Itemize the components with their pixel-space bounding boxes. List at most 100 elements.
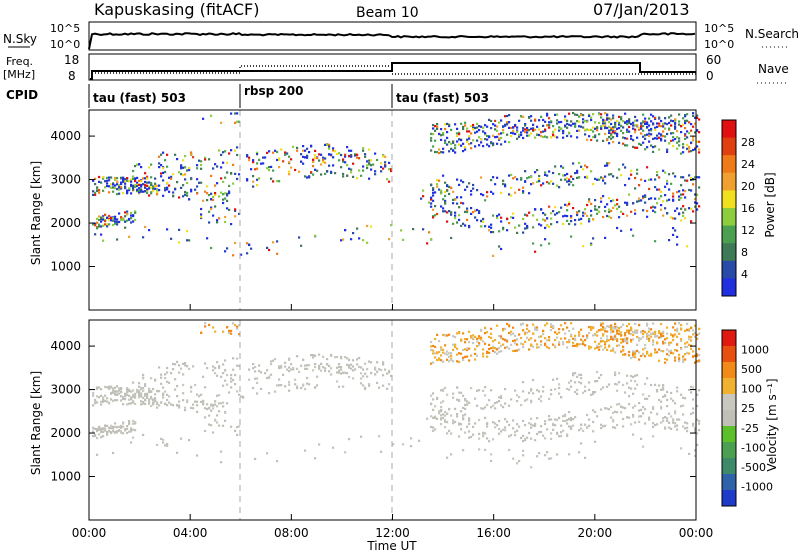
echo-cell bbox=[136, 389, 139, 392]
echo-cell bbox=[106, 223, 109, 226]
echo-cell bbox=[180, 167, 183, 170]
echo-cell bbox=[522, 115, 525, 118]
echo-cell bbox=[110, 427, 113, 430]
echo-cell bbox=[470, 387, 473, 390]
echo-cell bbox=[346, 372, 349, 375]
echo-cell bbox=[340, 357, 343, 360]
echo-cell bbox=[384, 155, 387, 158]
echo-cell bbox=[158, 404, 161, 407]
echo-cell bbox=[494, 422, 497, 425]
echo-cell bbox=[570, 175, 573, 178]
echo-cell bbox=[402, 238, 405, 241]
echo-cell bbox=[630, 173, 633, 176]
echo-cell bbox=[542, 124, 545, 127]
echo-cell bbox=[680, 152, 683, 155]
echo-cell bbox=[626, 325, 629, 328]
echo-cell bbox=[668, 239, 671, 242]
echo-cell bbox=[546, 345, 549, 349]
echo-cell bbox=[196, 454, 199, 457]
echo-cell bbox=[488, 145, 491, 148]
echo-cell bbox=[544, 213, 547, 216]
echo-cell bbox=[256, 178, 259, 181]
echo-cell bbox=[128, 402, 131, 405]
echo-cell bbox=[222, 180, 225, 183]
echo-cell bbox=[110, 217, 113, 220]
echo-cell bbox=[482, 389, 485, 392]
echo-cell bbox=[554, 345, 557, 348]
echo-cell bbox=[568, 329, 571, 333]
echo-cell bbox=[672, 172, 675, 175]
echo-cell bbox=[340, 372, 343, 375]
echo-cell bbox=[564, 337, 567, 340]
echo-cell bbox=[224, 220, 227, 224]
echo-cell bbox=[622, 383, 625, 386]
echo-cell bbox=[560, 396, 563, 399]
echo-cell bbox=[444, 420, 447, 423]
echo-cell bbox=[576, 388, 579, 391]
echo-cell bbox=[564, 214, 567, 217]
echo-cell bbox=[464, 431, 467, 434]
echo-cell bbox=[620, 229, 623, 232]
echo-cell bbox=[606, 214, 609, 218]
echo-cell bbox=[582, 429, 585, 432]
y-tick-label: 3000 bbox=[50, 173, 81, 187]
echo-cell bbox=[432, 124, 435, 127]
echo-cell bbox=[658, 384, 661, 387]
echo-cell bbox=[608, 136, 611, 139]
echo-cell bbox=[168, 176, 171, 179]
echo-cell bbox=[370, 168, 373, 171]
echo-cell bbox=[482, 340, 485, 343]
echo-cell bbox=[526, 127, 529, 130]
echo-cell bbox=[226, 161, 229, 164]
echo-cell bbox=[124, 187, 127, 190]
echo-cell bbox=[622, 340, 625, 343]
echo-cell bbox=[638, 420, 641, 423]
echo-cell bbox=[214, 372, 217, 375]
echo-cell bbox=[644, 201, 647, 204]
echo-cell bbox=[430, 132, 433, 135]
echo-cell bbox=[692, 355, 695, 358]
freq-panel: Freq. [MHz] 18 8 60 0 Nave bbox=[3, 53, 789, 84]
echo-cell bbox=[270, 363, 273, 366]
echo-cell bbox=[674, 410, 677, 413]
echo-cell bbox=[362, 384, 365, 387]
echo-cell bbox=[166, 181, 169, 184]
echo-cell bbox=[206, 185, 209, 188]
echo-cell bbox=[542, 118, 545, 122]
echo-cell bbox=[214, 400, 217, 403]
echo-cell bbox=[616, 226, 619, 230]
echo-cell bbox=[612, 126, 615, 129]
echo-cell bbox=[698, 186, 701, 189]
echo-cell bbox=[682, 425, 685, 428]
echo-cell bbox=[462, 414, 465, 417]
echo-cell bbox=[646, 322, 649, 325]
colorbar-frame bbox=[721, 329, 737, 507]
echo-cell bbox=[432, 191, 435, 194]
echo-cell bbox=[508, 121, 511, 124]
echo-cell bbox=[182, 166, 185, 169]
echo-cell bbox=[488, 118, 491, 121]
echo-cell bbox=[470, 212, 473, 215]
echo-cell bbox=[608, 173, 611, 176]
echo-cell bbox=[444, 426, 447, 429]
echo-cell bbox=[690, 207, 693, 210]
echo-cell bbox=[592, 334, 595, 337]
echo-cell bbox=[152, 189, 155, 192]
echo-cell bbox=[608, 197, 611, 200]
echo-cell bbox=[498, 230, 501, 233]
echo-cell bbox=[150, 191, 153, 194]
freq-unit: [MHz] bbox=[3, 68, 35, 81]
echo-cell bbox=[528, 176, 531, 179]
echo-cell bbox=[542, 212, 545, 215]
echo-cell bbox=[124, 211, 127, 214]
echo-cell bbox=[200, 393, 203, 396]
echo-cell bbox=[646, 121, 649, 124]
echo-cell bbox=[546, 451, 549, 454]
echo-cell bbox=[102, 216, 105, 219]
echo-cell bbox=[456, 353, 459, 356]
echo-cell bbox=[554, 424, 557, 427]
echo-cell bbox=[618, 329, 621, 332]
echo-cell bbox=[200, 181, 203, 184]
echo-cell bbox=[442, 151, 445, 154]
echo-cell bbox=[342, 160, 345, 163]
